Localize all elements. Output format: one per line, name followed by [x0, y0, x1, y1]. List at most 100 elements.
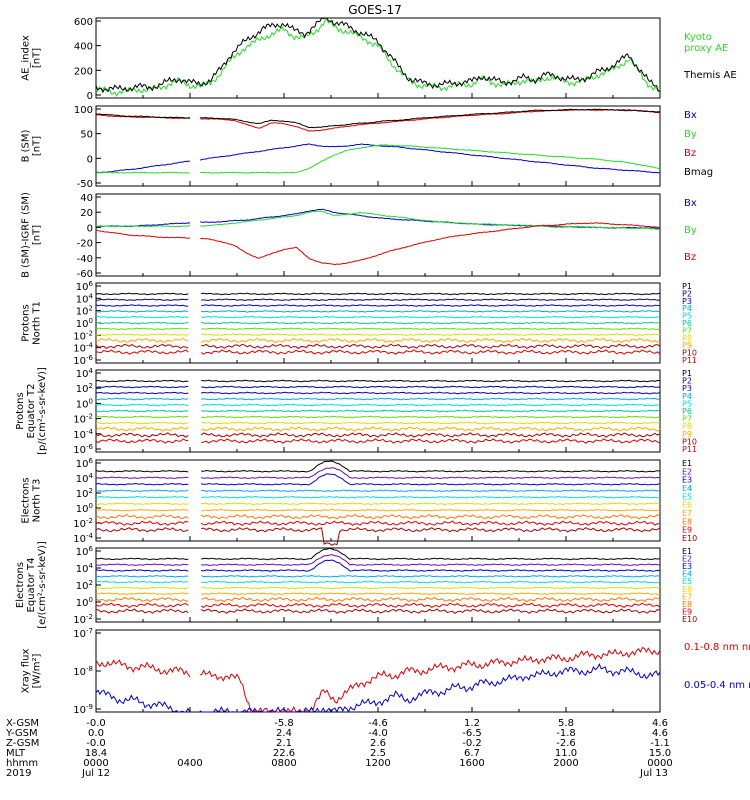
channel-label-e4: E4	[682, 484, 692, 493]
y-tick-label: 102	[76, 579, 93, 592]
y-axis-label: [e/(cm²-s-sr-keV)]	[37, 541, 48, 629]
channel-line-e4	[95, 489, 661, 493]
y-tick-label: -50	[77, 179, 93, 190]
channel-label-p7: P7	[682, 326, 692, 335]
channel-line-p7	[95, 327, 661, 331]
channel-label-p7: P7	[682, 415, 692, 424]
chart-title: GOES-17	[348, 3, 402, 17]
series-line-by	[95, 210, 661, 230]
y-tick-label: -40	[77, 254, 93, 265]
y-tick-label: 50	[80, 130, 93, 141]
y-tick-label: 102	[76, 305, 93, 318]
channel-label-e9: E9	[682, 526, 692, 535]
ephemeris-value: 1600	[459, 758, 484, 769]
channel-label-p2: P2	[682, 289, 692, 298]
channel-line-e2	[95, 554, 661, 567]
ephemeris-value: -2.6	[556, 738, 576, 749]
channel-label-e3: E3	[682, 476, 692, 485]
series-line-0-1-0-8-nm	[95, 646, 661, 713]
y-axis-label: [nT]	[32, 136, 43, 156]
y-tick-label: 106	[76, 280, 94, 293]
channel-line-p2	[95, 385, 661, 389]
legend-bx: Bx	[684, 110, 697, 121]
ephemeris-value: 0.0	[88, 728, 104, 739]
series-line-bx	[95, 143, 660, 174]
y-tick-label: 104	[76, 562, 94, 575]
y-tick-label: 106	[76, 457, 94, 470]
y-tick-label: 10-4	[73, 342, 93, 355]
channel-line-e10	[95, 608, 661, 614]
channel-label-e6: E6	[682, 501, 692, 510]
channel-line-e1	[95, 460, 661, 473]
channel-label-p1: P1	[682, 282, 692, 291]
legend-bz: Bz	[684, 252, 696, 263]
panel-frame	[95, 459, 661, 542]
ephemeris-value: 1200	[365, 758, 390, 769]
panel-frame	[95, 547, 661, 623]
y-axis-label: [nT]	[32, 48, 43, 68]
ephemeris-value: 2.1	[276, 738, 292, 749]
channel-label-e9: E9	[682, 607, 692, 616]
legend-themis-ae: Themis AE	[683, 70, 737, 81]
y-axis-label: [p/(cm²-s-sr-keV)]	[37, 367, 48, 455]
y-tick-label: 10-7	[73, 627, 93, 640]
ephemeris-value: 0400	[177, 758, 202, 769]
ephemeris-value: 1.2	[464, 718, 480, 729]
ephemeris-value: 0800	[271, 758, 296, 769]
channel-line-p8	[95, 421, 661, 425]
y-tick-label: 10-2	[73, 517, 93, 530]
ephemeris-row-label: hhmm	[6, 758, 38, 769]
panel-6: Electrons North T310610410210010-210-4E1E…	[21, 457, 697, 546]
channel-label-p4: P4	[682, 304, 692, 313]
y-tick-label: 104	[76, 292, 94, 305]
channel-line-e3	[95, 559, 661, 572]
channel-line-p5	[95, 403, 661, 407]
legend-by: By	[684, 129, 697, 140]
channel-label-p5: P5	[682, 312, 692, 321]
channel-label-p8: P8	[682, 334, 692, 343]
channel-label-p6: P6	[682, 319, 692, 328]
y-tick-label: 100	[74, 105, 93, 116]
ephemeris-row-label: Z-GSM	[6, 738, 39, 749]
ephemeris-value: 22.6	[273, 748, 295, 759]
y-tick-label: 0	[87, 91, 93, 102]
channel-line-p3	[95, 391, 661, 395]
ephemeris-value: 2.4	[276, 728, 292, 739]
y-axis-label: B (SM)	[21, 129, 32, 162]
ephemeris-value: 11.0	[555, 748, 577, 759]
channel-label-e7: E7	[682, 509, 692, 518]
ephemeris-value: 15.0	[649, 748, 671, 759]
channel-label-e3: E3	[682, 562, 692, 571]
channel-line-p10	[95, 343, 661, 350]
ephemeris-value: 0000	[83, 758, 108, 769]
channel-label-p8: P8	[682, 422, 692, 431]
channel-label-e1: E1	[682, 547, 692, 556]
channel-label-e8: E8	[682, 517, 692, 526]
channel-label-p10: P10	[682, 349, 697, 358]
channel-line-p4	[95, 310, 661, 313]
channel-line-e10	[95, 526, 661, 546]
y-tick-label: 10-6	[73, 443, 93, 456]
y-tick-label: 100	[76, 502, 93, 515]
channel-line-e4	[95, 574, 661, 578]
channel-line-p3	[95, 304, 661, 307]
channel-line-p7	[95, 415, 661, 419]
ephemeris-value: 6.7	[464, 748, 480, 759]
y-axis-label: Xray flux	[21, 649, 32, 694]
y-axis-label: [W/m²]	[32, 653, 43, 688]
channel-line-p8	[95, 333, 661, 336]
legend-kyoto-proxy-ae: proxy AE	[684, 43, 728, 54]
channel-label-p11: P11	[682, 356, 697, 365]
end-date-label: Jul 13	[639, 768, 668, 779]
legend-bmag: Bmag	[684, 167, 713, 178]
channel-label-p6: P6	[682, 407, 692, 416]
ephemeris-value: -0.2	[462, 738, 482, 749]
y-tick-label: 10-6	[73, 354, 93, 367]
channel-line-p9	[95, 337, 660, 344]
ephemeris-value: 2000	[553, 758, 578, 769]
y-tick-label: 102	[76, 487, 93, 500]
channel-label-e4: E4	[682, 570, 692, 579]
y-tick-label: 40	[80, 193, 93, 204]
